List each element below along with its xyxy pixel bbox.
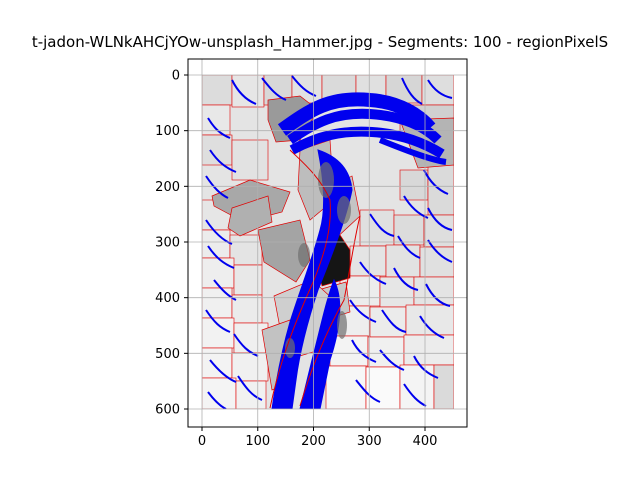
y-tick-label: 0 — [172, 69, 180, 84]
background-contours — [205, 75, 453, 409]
x-tick-label: 0 — [198, 434, 206, 449]
segment-tiles — [202, 75, 454, 409]
x-tick-label: 200 — [301, 434, 326, 449]
x-axis: 0 100 200 300 400 — [198, 427, 438, 449]
y-tick-label: 100 — [155, 124, 180, 139]
chart-title-text: t-jadon-WLNkAHCjYOw-unsplash_Hammer.jpg … — [31, 33, 609, 51]
x-tick-label: 300 — [357, 434, 382, 449]
y-axis: 0 100 200 300 400 500 600 — [155, 69, 188, 418]
y-tick-label: 600 — [155, 403, 180, 418]
y-tick-label: 200 — [155, 180, 180, 195]
x-tick-label: 400 — [413, 434, 438, 449]
axes-frame — [187, 58, 468, 428]
y-tick-label: 300 — [155, 236, 180, 251]
chart-title: t-jadon-WLNkAHCjYOw-unsplash_Hammer.jpg … — [0, 33, 640, 55]
y-tick-label: 400 — [155, 291, 180, 306]
grid — [188, 59, 467, 427]
y-tick-label: 500 — [155, 347, 180, 362]
x-tick-label: 100 — [245, 434, 270, 449]
